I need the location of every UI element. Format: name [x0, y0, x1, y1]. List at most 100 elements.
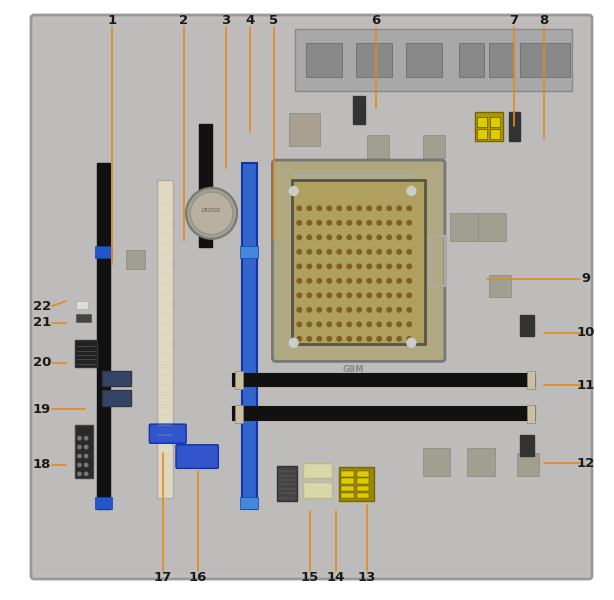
Circle shape: [407, 264, 411, 269]
Circle shape: [397, 322, 402, 326]
Text: 4: 4: [246, 14, 255, 28]
Circle shape: [307, 278, 311, 283]
Bar: [353, 96, 365, 124]
Text: 1: 1: [107, 14, 117, 28]
Text: 14: 14: [327, 571, 345, 584]
Text: 7: 7: [510, 14, 519, 28]
Circle shape: [367, 322, 371, 326]
Circle shape: [377, 322, 381, 326]
Bar: [340, 467, 374, 500]
Circle shape: [397, 235, 402, 239]
Circle shape: [327, 278, 332, 283]
Circle shape: [347, 322, 351, 326]
Circle shape: [347, 278, 351, 283]
Circle shape: [387, 337, 391, 341]
Circle shape: [347, 308, 351, 312]
Circle shape: [307, 322, 311, 326]
Circle shape: [377, 293, 381, 298]
Circle shape: [297, 221, 301, 225]
Circle shape: [387, 278, 391, 283]
Circle shape: [357, 235, 362, 239]
Circle shape: [317, 264, 322, 269]
Circle shape: [377, 264, 381, 269]
Circle shape: [407, 338, 416, 347]
Circle shape: [327, 308, 332, 312]
Circle shape: [357, 322, 362, 326]
Circle shape: [317, 278, 322, 283]
Bar: [478, 213, 506, 241]
FancyBboxPatch shape: [176, 445, 219, 469]
Circle shape: [85, 472, 88, 476]
Circle shape: [337, 206, 341, 211]
Bar: [76, 314, 91, 322]
Bar: [97, 163, 110, 509]
Circle shape: [347, 206, 351, 211]
Circle shape: [337, 308, 341, 312]
Bar: [157, 180, 173, 498]
Circle shape: [347, 235, 351, 239]
Circle shape: [297, 293, 301, 298]
Circle shape: [347, 250, 351, 254]
Circle shape: [397, 206, 402, 211]
Circle shape: [407, 235, 411, 239]
Circle shape: [297, 250, 301, 254]
Circle shape: [307, 337, 311, 341]
Circle shape: [407, 187, 416, 196]
Bar: [527, 371, 535, 389]
Bar: [303, 463, 332, 478]
Circle shape: [317, 322, 322, 326]
Text: 10: 10: [577, 326, 595, 340]
Bar: [422, 448, 450, 476]
Circle shape: [347, 264, 351, 269]
Bar: [431, 236, 445, 286]
Circle shape: [297, 278, 301, 283]
Circle shape: [317, 206, 322, 211]
Bar: [478, 129, 488, 139]
Text: 20: 20: [33, 356, 51, 370]
Bar: [459, 43, 484, 77]
Circle shape: [367, 235, 371, 239]
Bar: [519, 315, 534, 336]
Bar: [292, 180, 426, 344]
Bar: [509, 112, 520, 141]
Text: 18: 18: [33, 458, 51, 472]
Circle shape: [297, 264, 301, 269]
Bar: [74, 425, 93, 478]
Circle shape: [377, 235, 381, 239]
Circle shape: [85, 445, 88, 449]
Text: 15: 15: [301, 571, 319, 584]
Circle shape: [317, 235, 322, 239]
Circle shape: [317, 337, 322, 341]
Circle shape: [397, 250, 402, 254]
Bar: [489, 117, 500, 127]
Circle shape: [327, 264, 332, 269]
Circle shape: [367, 293, 371, 298]
Circle shape: [407, 337, 411, 341]
Bar: [306, 43, 342, 77]
Bar: [200, 124, 212, 247]
Circle shape: [367, 250, 371, 254]
Circle shape: [407, 308, 411, 312]
Bar: [303, 482, 332, 498]
Circle shape: [397, 264, 402, 269]
Circle shape: [327, 250, 332, 254]
Circle shape: [297, 235, 301, 239]
Bar: [341, 478, 354, 484]
Circle shape: [407, 293, 411, 298]
Circle shape: [367, 264, 371, 269]
Circle shape: [357, 293, 362, 298]
Circle shape: [357, 278, 362, 283]
Circle shape: [307, 206, 311, 211]
Circle shape: [387, 322, 391, 326]
Circle shape: [367, 206, 371, 211]
Circle shape: [327, 293, 332, 298]
Bar: [489, 129, 500, 139]
Bar: [489, 43, 514, 77]
Circle shape: [78, 445, 81, 449]
Circle shape: [397, 221, 402, 225]
Circle shape: [397, 308, 402, 312]
Bar: [277, 466, 297, 500]
Text: 13: 13: [358, 571, 376, 584]
Bar: [341, 485, 354, 491]
Bar: [519, 43, 570, 77]
